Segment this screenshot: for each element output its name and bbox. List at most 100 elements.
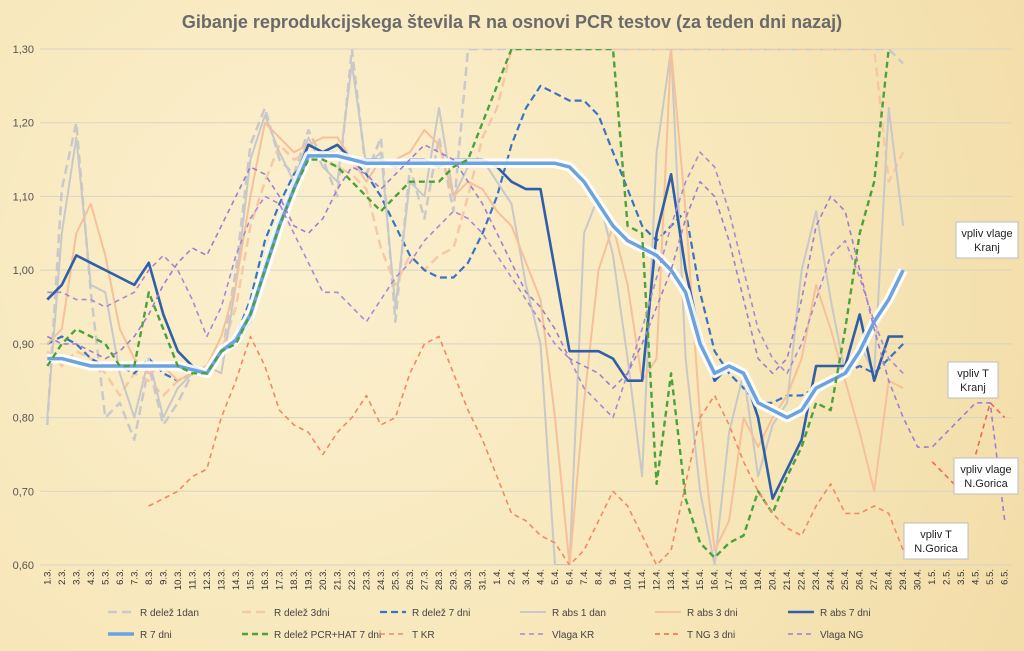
- legend-label: R delež 7 dni: [412, 608, 470, 619]
- x-tick-label: 25.4.: [840, 569, 851, 590]
- series-vlaga-ng: [46, 144, 1006, 521]
- series-line: [46, 49, 904, 565]
- x-tick-label: 21.4.: [782, 569, 793, 590]
- y-tick-label: 1,10: [13, 191, 34, 203]
- x-tick-label: 3.5.: [956, 569, 967, 585]
- legend-item: R delež 7 dni: [380, 608, 470, 619]
- legend-label: T KR: [412, 630, 435, 641]
- x-tick-label: 10.4.: [623, 569, 634, 590]
- x-tick-label: 13.4.: [666, 569, 677, 590]
- x-tick-label: 16.4.: [710, 569, 721, 590]
- annotation-text: vpliv T: [957, 368, 989, 380]
- series-r-abs-3-dni: [46, 49, 904, 565]
- series-line: [46, 143, 904, 500]
- x-tick-label: 26.4.: [855, 569, 866, 590]
- x-tick-label: 13.3.: [216, 569, 227, 590]
- x-tick-label: 19.3.: [303, 569, 314, 590]
- series-t-kr: [148, 335, 904, 565]
- annotation-text: Kranj: [974, 242, 1000, 254]
- annotation-box: vpliv vlage N.Gorica: [953, 457, 1019, 495]
- x-tick-label: 20.3.: [318, 569, 329, 590]
- x-tick-label: 7.3.: [129, 569, 140, 585]
- legend-item: R delež 3dni: [242, 608, 330, 619]
- annotation-text: N.Gorica: [914, 543, 958, 555]
- y-tick-label: 0,80: [13, 413, 34, 425]
- x-tick-label: 17.4.: [724, 569, 735, 590]
- x-tick-label: 26.3.: [405, 569, 416, 590]
- y-tick-label: 0,70: [13, 486, 34, 498]
- legend-item: Vlaga KR: [520, 630, 594, 641]
- annotations: vpliv vlage Kranj vpliv T Kranj vpliv vlage N…: [903, 221, 1019, 560]
- x-tick-label: 18.3.: [289, 569, 300, 590]
- x-tick-label: 30.4.: [913, 569, 924, 590]
- series-line: [46, 49, 905, 565]
- legend: R delež 1dan R delež 3dni R delež 7 dni R a…: [108, 608, 871, 641]
- legend-label: R abs 1 dan: [552, 608, 606, 619]
- y-tick-label: 0,90: [13, 339, 34, 351]
- x-tick-label: 8.3.: [144, 569, 155, 585]
- x-tick-label: 2.5.: [942, 569, 953, 585]
- x-tick-label: 1.4.: [492, 569, 503, 585]
- legend-label: R abs 3 dni: [687, 608, 738, 619]
- series-vlaga-kr: [47, 151, 904, 419]
- x-tick-label: 19.4.: [753, 569, 764, 590]
- x-tick-label: 21.3.: [332, 569, 343, 590]
- x-tick-label: 24.3.: [376, 569, 387, 590]
- series-r-dele-7-dni: [46, 84, 904, 404]
- x-tick-label: 3.3.: [71, 569, 82, 585]
- x-tick-label: 9.3.: [158, 569, 169, 585]
- series-line: [47, 151, 904, 419]
- legend-label: R delež 3dni: [274, 608, 330, 619]
- x-tick-label: 23.4.: [811, 569, 822, 590]
- x-tick-label: 7.4.: [579, 569, 590, 585]
- x-tick-label: 1.3.: [42, 569, 53, 585]
- x-tick-label: 11.3.: [187, 569, 198, 589]
- legend-item: R abs 7 dni: [788, 608, 871, 619]
- x-tick-label: 23.3.: [361, 569, 372, 590]
- annotation-box: vpliv T Kranj: [947, 361, 999, 399]
- legend-item: T KR: [380, 630, 435, 641]
- series-line: [46, 144, 1006, 521]
- annotation-text: N.Gorica: [964, 478, 1008, 490]
- x-tick-label: 8.4.: [594, 569, 605, 585]
- x-tick-label: 4.4.: [536, 569, 547, 585]
- x-tick-label: 14.4.: [681, 569, 692, 590]
- legend-item: R abs 3 dni: [655, 608, 738, 619]
- x-tick-label: 12.3.: [202, 569, 213, 590]
- x-tick-label: 12.4.: [652, 569, 663, 590]
- x-tick-label: 22.3.: [347, 569, 358, 590]
- legend-label: R abs 7 dni: [820, 608, 871, 619]
- legend-label: R delež PCR+HAT 7 dni: [274, 630, 381, 641]
- x-tick-label: 28.4.: [884, 569, 895, 590]
- x-tick-label: 16.3.: [260, 569, 271, 590]
- legend-item: T NG 3 dni: [655, 630, 735, 641]
- x-tick-label: 14.3.: [231, 569, 242, 590]
- series-line: [931, 402, 1006, 493]
- legend-item: Vlaga NG: [788, 630, 864, 641]
- x-axis-ticks: 1.3. 2.3. 3.3. 4.3. 5.3. 6.3. 7.3. 8.3. 9.3. 10.3…: [42, 569, 1010, 590]
- x-tick-label: 29.3.: [448, 569, 459, 590]
- annotation-text: vpliv vlage: [960, 464, 1011, 476]
- x-tick-label: 5.5.: [985, 569, 996, 585]
- x-tick-label: 18.4.: [739, 569, 750, 590]
- series-r-7-dni: [47, 151, 908, 423]
- x-tick-label: 28.3.: [434, 569, 445, 590]
- x-tick-label: 27.4.: [869, 569, 880, 590]
- x-tick-label: 3.4.: [521, 569, 532, 585]
- legend-item: R delež 1dan: [108, 608, 199, 619]
- series-line: [148, 335, 904, 565]
- x-tick-label: 1.5.: [927, 569, 938, 585]
- annotation-text: Kranj: [960, 382, 986, 394]
- x-tick-label: 11.4.: [637, 569, 648, 589]
- x-tick-label: 6.5.: [1000, 569, 1011, 585]
- x-tick-label: 27.3.: [419, 569, 430, 590]
- y-axis-ticks: 0,60 0,70 0,80 0,90 1,00 1,10 1,20 1,30: [13, 44, 34, 572]
- series-lines: [46, 49, 1006, 565]
- x-tick-label: 20.4.: [768, 569, 779, 590]
- x-tick-label: 22.4.: [797, 569, 808, 590]
- x-tick-label: 2.3.: [57, 569, 68, 585]
- series-r-abs-7-dni: [46, 143, 904, 500]
- legend-item: R delež PCR+HAT 7 dni: [242, 630, 381, 641]
- x-tick-label: 29.4.: [898, 569, 909, 590]
